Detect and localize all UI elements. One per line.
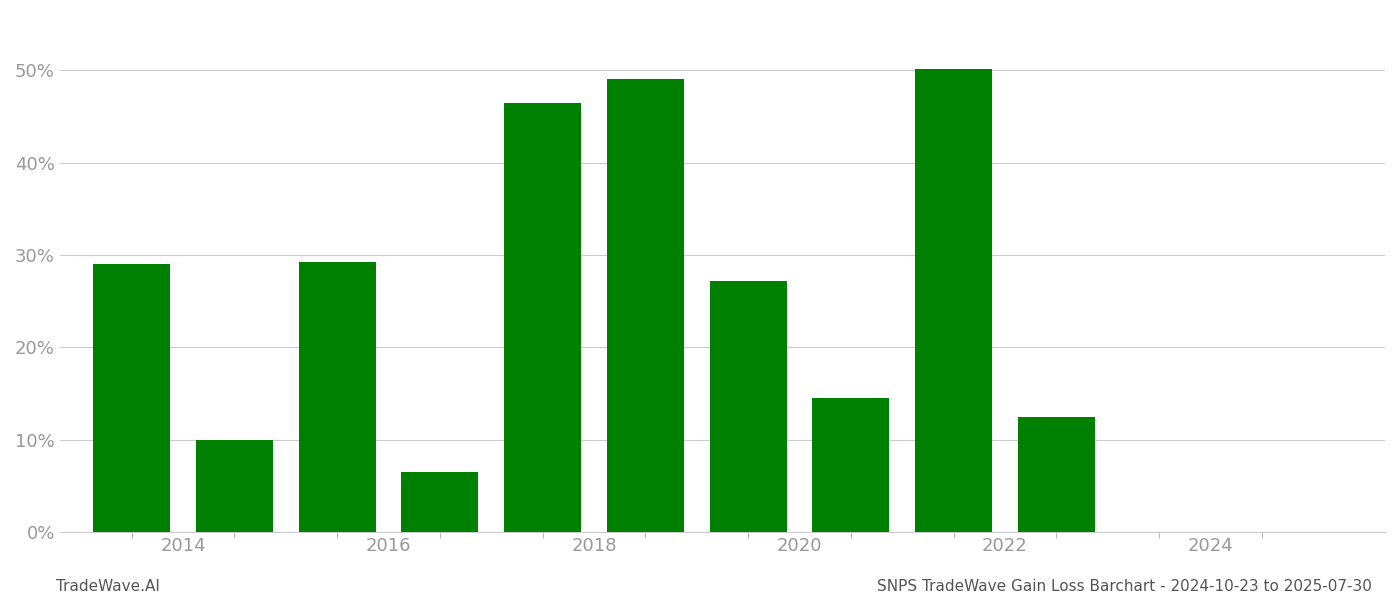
Bar bbox=[94, 265, 171, 532]
Text: TradeWave.AI: TradeWave.AI bbox=[56, 579, 160, 594]
Bar bbox=[710, 281, 787, 532]
Bar bbox=[916, 70, 993, 532]
Bar bbox=[1018, 417, 1095, 532]
Bar bbox=[812, 398, 889, 532]
Bar bbox=[606, 79, 683, 532]
Text: SNPS TradeWave Gain Loss Barchart - 2024-10-23 to 2025-07-30: SNPS TradeWave Gain Loss Barchart - 2024… bbox=[878, 579, 1372, 594]
Bar bbox=[402, 472, 479, 532]
Bar bbox=[298, 262, 375, 532]
Bar bbox=[196, 440, 273, 532]
Bar bbox=[504, 103, 581, 532]
